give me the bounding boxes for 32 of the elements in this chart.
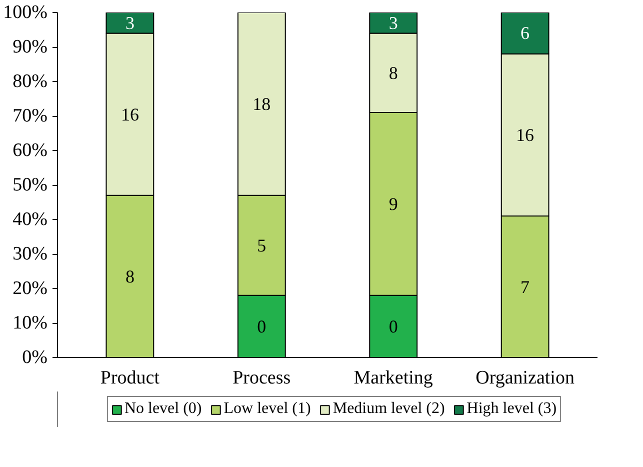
y-tick-label: 60% bbox=[12, 140, 48, 161]
y-tick-label: 50% bbox=[12, 174, 48, 196]
y-tick-label: 10% bbox=[12, 312, 48, 334]
annotation: 8 bbox=[125, 266, 134, 286]
annotation: 5 bbox=[257, 235, 266, 256]
annotation: 6 bbox=[520, 23, 530, 44]
annotation: 18 bbox=[252, 94, 271, 114]
x-tick-label: Product bbox=[100, 368, 160, 388]
y-tick-label: 20% bbox=[12, 278, 48, 299]
y-tick-label: 80% bbox=[12, 71, 48, 92]
annotation: 3 bbox=[388, 12, 398, 33]
y-tick-label: 100% bbox=[3, 2, 48, 23]
legend-label: Medium level (2) bbox=[332, 400, 445, 418]
y-tick-label: 0% bbox=[22, 347, 48, 368]
legend-label: Low level (1) bbox=[224, 400, 311, 418]
x-tick-label: Organization bbox=[476, 368, 575, 388]
x-tick-label: Process bbox=[232, 368, 291, 388]
annotation: 16 bbox=[120, 104, 139, 124]
annotation: 8 bbox=[388, 62, 398, 83]
y-tick-label: 70% bbox=[12, 106, 48, 126]
x-tick-label: Marketing bbox=[354, 368, 434, 388]
annotation: 9 bbox=[388, 194, 398, 214]
legend-label: No level (0) bbox=[124, 400, 202, 418]
annotation: 3 bbox=[125, 12, 134, 33]
annotation: 16 bbox=[516, 124, 534, 145]
annotation: 0 bbox=[257, 316, 266, 336]
annotation: 0 bbox=[388, 316, 398, 336]
y-tick-label: 40% bbox=[12, 209, 48, 230]
annotation: 7 bbox=[520, 276, 530, 297]
y-tick-label: 90% bbox=[12, 36, 48, 58]
y-tick-label: 30% bbox=[12, 244, 48, 264]
legend-label: High level (3) bbox=[466, 400, 557, 418]
